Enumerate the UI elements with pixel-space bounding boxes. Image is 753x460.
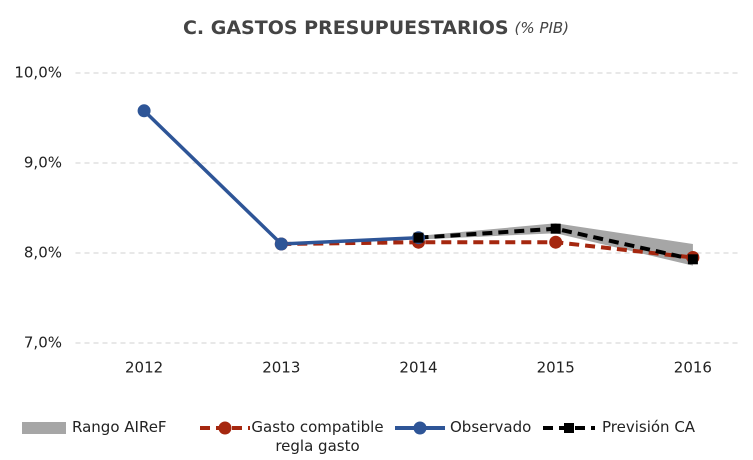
legend-band (22, 422, 66, 434)
x-tick-label: 2015 (537, 359, 575, 377)
marker (413, 232, 424, 243)
marker (550, 223, 561, 234)
legend-label: Observado (450, 418, 532, 436)
y-tick-label: 7,0% (24, 334, 62, 352)
chart-title: C. GASTOS PRESUPUESTARIOS (% PIB) (183, 17, 569, 39)
legend-swatch (543, 423, 595, 433)
series-line (142, 109, 419, 246)
x-tick-label: 2012 (125, 359, 163, 377)
legend-marker (413, 421, 427, 435)
legend-marker (218, 421, 232, 435)
marker (687, 254, 698, 265)
legend-label: Rango AIReF (72, 418, 167, 436)
legend-marker (564, 423, 574, 433)
x-tick-label: 2014 (399, 359, 437, 377)
series-line (281, 240, 694, 260)
title-main: C. GASTOS PRESUPUESTARIOS (183, 17, 509, 39)
title-unit: (% PIB) (515, 19, 570, 37)
y-tick-label: 8,0% (24, 244, 62, 262)
marker (549, 235, 563, 249)
legend-label: Gasto compatible regla gasto (251, 418, 384, 455)
y-tick-label: 9,0% (24, 154, 62, 172)
x-tick-label: 2013 (262, 359, 300, 377)
marker (137, 104, 151, 118)
y-tick-label: 10,0% (14, 64, 62, 82)
legend-swatch (395, 421, 445, 435)
legend-swatch (22, 422, 66, 434)
x-tick-label: 2016 (674, 359, 712, 377)
legend-label: Previsión CA (602, 418, 696, 436)
marker (274, 237, 288, 251)
legend-swatch (200, 421, 250, 435)
